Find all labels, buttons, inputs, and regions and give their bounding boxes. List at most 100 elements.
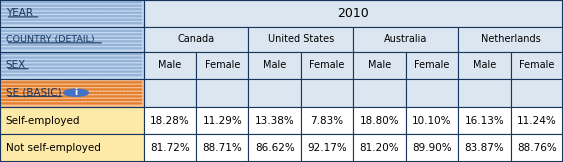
Circle shape	[114, 5, 117, 6]
Circle shape	[124, 19, 128, 20]
Text: 88.71%: 88.71%	[202, 143, 242, 153]
Circle shape	[96, 96, 100, 97]
Circle shape	[65, 54, 68, 55]
Circle shape	[75, 5, 79, 6]
Text: 88.76%: 88.76%	[517, 143, 557, 153]
Circle shape	[2, 12, 5, 13]
Circle shape	[90, 82, 93, 83]
Circle shape	[110, 5, 114, 6]
Circle shape	[110, 16, 114, 17]
Circle shape	[138, 89, 142, 90]
Circle shape	[82, 23, 86, 24]
Circle shape	[128, 48, 131, 49]
Text: 81.20%: 81.20%	[360, 143, 399, 153]
Circle shape	[12, 12, 16, 13]
Circle shape	[75, 103, 79, 104]
Circle shape	[44, 2, 47, 3]
Circle shape	[26, 9, 30, 10]
Circle shape	[33, 82, 37, 83]
Circle shape	[86, 34, 89, 35]
Circle shape	[37, 23, 40, 24]
Circle shape	[107, 64, 110, 65]
Circle shape	[117, 30, 120, 31]
Circle shape	[58, 96, 61, 97]
Circle shape	[65, 57, 68, 58]
Bar	[0, 27, 144, 52]
Circle shape	[26, 37, 30, 38]
Circle shape	[124, 5, 128, 6]
Circle shape	[100, 9, 103, 10]
Circle shape	[86, 48, 89, 49]
Bar	[0, 134, 144, 162]
Circle shape	[114, 99, 117, 100]
Circle shape	[86, 9, 89, 10]
Circle shape	[90, 68, 93, 69]
Circle shape	[100, 23, 103, 24]
Circle shape	[33, 85, 37, 86]
Circle shape	[117, 9, 120, 10]
Circle shape	[16, 44, 19, 45]
Circle shape	[117, 89, 120, 90]
Circle shape	[37, 44, 40, 45]
Circle shape	[44, 68, 47, 69]
Circle shape	[30, 2, 33, 3]
Circle shape	[75, 44, 79, 45]
Circle shape	[124, 99, 128, 100]
Circle shape	[58, 64, 61, 65]
Circle shape	[110, 99, 114, 100]
Bar	[301, 107, 354, 134]
Circle shape	[100, 82, 103, 83]
Circle shape	[37, 37, 40, 38]
Circle shape	[33, 99, 37, 100]
Bar	[0, 52, 144, 79]
Bar	[406, 52, 458, 79]
Circle shape	[65, 64, 68, 65]
Circle shape	[58, 37, 61, 38]
Circle shape	[51, 19, 54, 20]
Circle shape	[79, 57, 82, 58]
Circle shape	[9, 71, 12, 72]
Circle shape	[5, 103, 8, 104]
Circle shape	[37, 9, 40, 10]
Circle shape	[86, 61, 89, 62]
Circle shape	[26, 54, 30, 55]
Circle shape	[16, 34, 19, 35]
Circle shape	[26, 103, 30, 104]
Circle shape	[117, 34, 120, 35]
Circle shape	[44, 82, 47, 83]
Circle shape	[135, 30, 138, 31]
Circle shape	[30, 96, 33, 97]
Circle shape	[68, 99, 72, 100]
Circle shape	[51, 57, 54, 58]
Circle shape	[138, 48, 142, 49]
Circle shape	[23, 9, 26, 10]
Circle shape	[5, 61, 8, 62]
Circle shape	[124, 16, 128, 17]
Circle shape	[75, 82, 79, 83]
Circle shape	[110, 82, 114, 83]
Circle shape	[138, 57, 142, 58]
Circle shape	[131, 71, 135, 72]
Circle shape	[26, 82, 30, 83]
Circle shape	[33, 44, 37, 45]
Circle shape	[30, 68, 33, 69]
Circle shape	[5, 71, 8, 72]
Circle shape	[131, 9, 135, 10]
Circle shape	[79, 71, 82, 72]
Circle shape	[75, 54, 79, 55]
Circle shape	[82, 57, 86, 58]
Circle shape	[19, 23, 23, 24]
Circle shape	[26, 44, 30, 45]
Circle shape	[100, 5, 103, 6]
Circle shape	[51, 85, 54, 86]
Circle shape	[26, 23, 30, 24]
Circle shape	[128, 103, 131, 104]
Circle shape	[138, 9, 142, 10]
Circle shape	[61, 57, 65, 58]
Circle shape	[44, 41, 47, 42]
Circle shape	[9, 68, 12, 69]
Circle shape	[65, 37, 68, 38]
Circle shape	[23, 41, 26, 42]
Circle shape	[68, 34, 72, 35]
Circle shape	[26, 96, 30, 97]
